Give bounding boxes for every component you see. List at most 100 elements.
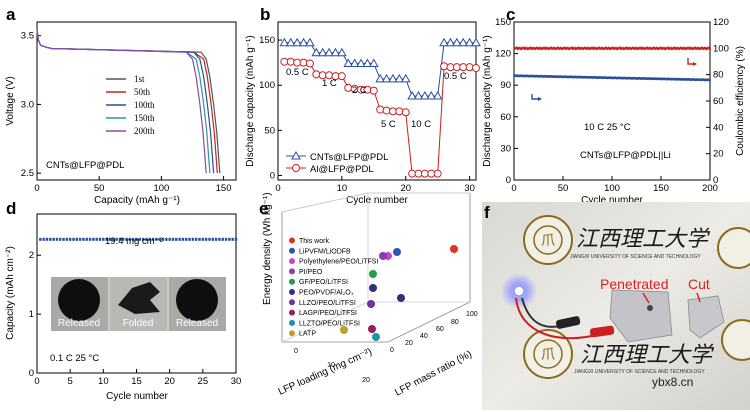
point-coulombic-efficiency [698, 47, 701, 51]
panel-a: a 0 50 100 150 2.5 3.0 3.5 1st 50th 100th 150th 20… [5, 5, 237, 206]
point-discharge-capacity [647, 77, 650, 80]
point-discharge-capacity [619, 76, 622, 80]
point-coulombic-efficiency [558, 47, 560, 50]
point-coulombic-efficiency [700, 46, 703, 50]
legend-label-e: PEO/PVDF/Al₂O₃ [299, 290, 354, 297]
series-d [39, 237, 238, 241]
pouch-cell-left [609, 289, 673, 343]
x-tick-label-d: 30 [231, 376, 242, 387]
point-discharge-capacity [563, 75, 565, 78]
point-discharge-capacity [631, 76, 634, 80]
point-discharge-capacity [557, 75, 559, 79]
point-discharge-capacity [608, 76, 610, 80]
y-tick-label-c: 120 [495, 49, 511, 60]
point-discharge-capacity [529, 75, 532, 78]
point-coulombic-efficiency [665, 46, 668, 50]
point-CNTs@LFP@PDL [445, 37, 456, 47]
point-coulombic-efficiency [547, 47, 550, 51]
point-capacity-d [52, 237, 55, 241]
y-tick-label-c: 90 [500, 80, 511, 91]
point-coulombic-efficiency [642, 46, 645, 50]
point-coulombic-efficiency [568, 47, 571, 50]
point-coulombic-efficiency [522, 46, 525, 49]
point-coulombic-efficiency [607, 47, 609, 50]
point-discharge-capacity [613, 76, 615, 80]
y-tick-label-c: 150 [495, 17, 511, 28]
point-discharge-capacity [532, 75, 535, 78]
point-discharge-capacity [624, 76, 627, 80]
point-discharge-capacity [530, 74, 533, 78]
point-coulombic-efficiency [517, 47, 519, 50]
point-coulombic-efficiency [692, 47, 695, 50]
point-discharge-capacity [643, 77, 646, 80]
point-coulombic-efficiency [658, 47, 660, 50]
point-discharge-capacity [552, 75, 555, 79]
point-discharge-capacity [661, 77, 663, 80]
point-discharge-capacity [602, 76, 605, 79]
point-coulombic-efficiency [535, 46, 538, 50]
legend-marker-e [289, 247, 295, 254]
legend-e: This work LiPVFM/LiODFB Polyethylene/PEO/L… [289, 237, 378, 338]
legend-marker-e [289, 289, 295, 295]
point-capacity-d [65, 237, 69, 241]
y-tick-label-b: 150 [259, 35, 275, 46]
point-coulombic-efficiency [579, 47, 582, 50]
point-CNTs@LFP@PDL [298, 37, 309, 47]
point-coulombic-efficiency [610, 47, 612, 50]
point-discharge-capacity [588, 76, 591, 79]
legend-marker-al [292, 164, 300, 172]
point-coulombic-efficiency [515, 46, 517, 50]
point-Al@LFP@PDL [472, 64, 480, 73]
point-discharge-capacity [572, 75, 575, 79]
point-discharge-capacity [662, 77, 664, 81]
point-coulombic-efficiency [519, 47, 522, 51]
point-coulombic-efficiency [545, 47, 548, 50]
legend-marker-e [289, 309, 295, 316]
point-CNTs@LFP@PDL [471, 37, 481, 47]
rate-label-b: 0.5 C [444, 71, 467, 82]
point-discharge-capacity [570, 75, 573, 79]
point-discharge-capacity [675, 77, 678, 81]
point-capacity-d [155, 237, 158, 241]
point-discharge-capacity [642, 77, 645, 80]
point-discharge-capacity [667, 77, 670, 80]
point-coulombic-efficiency [678, 47, 681, 50]
point-coulombic-efficiency [604, 46, 607, 50]
y-axis-label-a: Voltage (V) [5, 76, 16, 125]
point-coulombic-efficiency [585, 47, 588, 50]
point-coulombic-efficiency [643, 47, 646, 51]
x-axis-label-b: Cycle number [346, 195, 408, 206]
point-coulombic-efficiency [641, 47, 644, 50]
point-discharge-capacity [674, 78, 677, 81]
axes-b: 0 10 20 30 0 50 100 150 [259, 35, 475, 194]
annotation-cell-c: CNTs@LFP@PDL||Li [580, 150, 671, 161]
y-tick-label-d: 2 [29, 250, 34, 261]
point-capacity-d [218, 237, 221, 241]
point-discharge-capacity [585, 76, 588, 79]
inset-photos-d: Released Folded Released [51, 277, 226, 331]
point-discharge-capacity [580, 75, 583, 79]
point-coulombic-efficiency [557, 46, 559, 49]
point-discharge-capacity [589, 75, 592, 79]
point-capacity-d [181, 237, 185, 241]
y-tick-label-b: 50 [264, 125, 275, 136]
svg-text:爪: 爪 [541, 233, 555, 249]
y-tick-label-d: 1 [29, 309, 34, 320]
point-coulombic-efficiency [514, 47, 516, 50]
point-coulombic-efficiency [555, 47, 558, 50]
point-CNTs@LFP@PDL [420, 91, 430, 100]
point-discharge-capacity [590, 76, 593, 79]
point-discharge-capacity [652, 77, 655, 81]
point-capacity-d [148, 237, 151, 241]
svg-text:爪: 爪 [541, 347, 555, 363]
point-coulombic-efficiency [552, 47, 555, 50]
arrow-cut [696, 292, 701, 303]
point-discharge-capacity [556, 75, 559, 78]
point-capacity-d [175, 237, 178, 241]
point-coulombic-efficiency [618, 46, 621, 49]
point-discharge-capacity [664, 77, 666, 81]
point-PEO-PVDF-Al-O- [397, 294, 405, 302]
point-coulombic-efficiency [645, 46, 648, 50]
point-discharge-capacity [665, 77, 668, 81]
point-coulombic-efficiency [575, 47, 578, 50]
